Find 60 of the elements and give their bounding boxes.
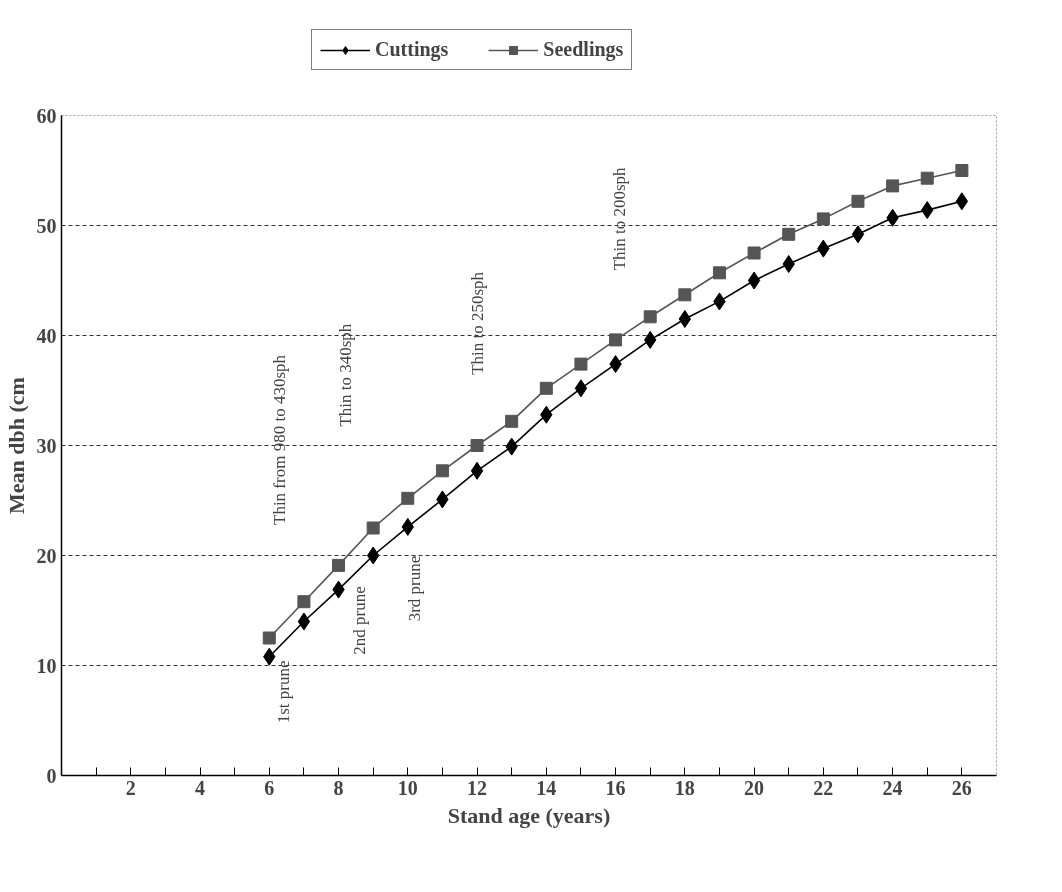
point [678,288,692,302]
point [851,225,865,244]
point [297,595,311,609]
point [747,246,761,260]
x-tick-label: 12 [467,776,488,799]
annotation: 1st prune [273,660,293,724]
annotation: Thin from 980 to 430sph [270,354,290,525]
point [262,631,276,645]
annotation: Thin to 200sph [609,166,629,271]
y-tick-label: 60 [36,104,57,127]
y-axis-title: Mean dbh (cm [3,377,29,514]
x-axis-title: Stand age (years) [447,802,611,828]
x-tick-label: 2 [125,776,136,799]
x-tick-label: 6 [264,776,275,799]
x-tick-label: 18 [674,776,695,799]
point [470,461,484,480]
point [747,271,761,290]
point [678,310,691,328]
point [609,333,623,347]
point [297,612,311,631]
annotation: Thin to 340sph [335,323,355,427]
point [470,439,484,452]
point [505,414,519,428]
point [712,266,726,280]
x-tick-label: 14 [536,776,557,799]
point [955,164,969,177]
x-tick-label: 16 [605,776,626,799]
x-tick-label: 24 [882,776,903,799]
point [643,310,657,324]
y-tick-label: 10 [36,654,57,677]
y-tick-label: 20 [36,544,57,567]
point [574,379,588,398]
point [574,357,588,371]
legend-label: Cuttings [375,38,449,61]
x-tick-label: 4 [195,776,206,799]
point [782,227,796,241]
legend-label: Seedlings [543,38,624,61]
annotation: Thin to 250sph [467,271,487,375]
y-tick-label: 50 [36,214,57,237]
y-tick-label: 0 [46,764,57,787]
point [851,194,865,208]
x-tick-label: 26 [951,776,972,799]
annotation: 3rd prune [405,555,425,622]
point [955,192,969,211]
y-tick-label: 40 [36,324,57,347]
x-tick-label: 8 [333,776,344,799]
point [401,491,415,505]
point [782,255,795,273]
x-tick-label: 10 [397,776,418,799]
x-tick-label: 22 [813,776,834,799]
point [435,464,449,478]
point [886,179,900,193]
point [920,171,934,185]
annotation: 2nd prune [349,586,369,655]
point [366,521,380,535]
y-tick-label: 30 [36,434,57,457]
point [816,212,830,226]
x-tick-label: 20 [744,776,765,799]
point [539,381,553,395]
point [332,558,346,572]
